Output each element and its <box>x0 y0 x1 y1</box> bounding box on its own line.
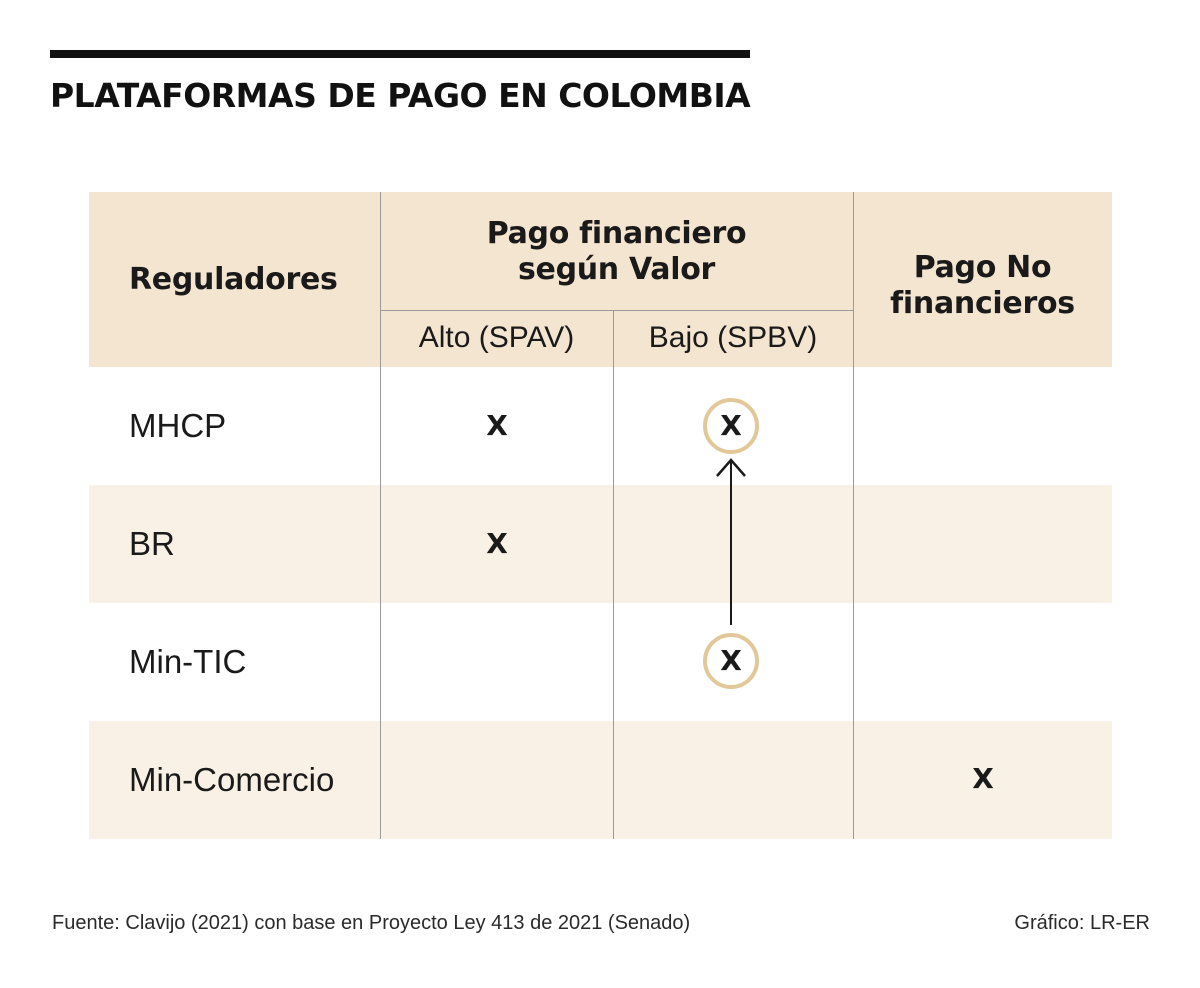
row-label-br: BR <box>129 525 175 562</box>
table-row-background-alt <box>89 721 1112 839</box>
footer-source: Fuente: Clavijo (2021) con base en Proye… <box>52 912 691 934</box>
column-divider <box>613 310 614 839</box>
column-divider <box>380 192 381 839</box>
table-row-background <box>89 367 1112 485</box>
header-regulators: Reguladores <box>129 262 338 297</box>
mark-mhcp-bajo-circled: X <box>703 398 759 454</box>
subheader-bajo: Bajo (SPBV) <box>648 321 818 354</box>
page-title: PLATAFORMAS DE PAGO EN COLOMBIA <box>50 76 751 115</box>
table-header-background <box>89 192 1112 367</box>
mark-min-tic-bajo-circled: X <box>703 633 759 689</box>
header-pago-financiero-line1: Pago financiero <box>486 216 747 251</box>
column-divider <box>853 192 854 839</box>
table-row-background-alt <box>89 485 1112 603</box>
mark-br-alto: X <box>486 527 508 560</box>
top-rule <box>50 50 750 58</box>
footer-credit: Gráfico: LR-ER <box>1014 912 1150 934</box>
header-pago-financiero-line2: según Valor <box>517 252 716 287</box>
row-label-min-tic: Min-TIC <box>129 643 247 680</box>
row-label-min-comercio: Min-Comercio <box>129 761 335 798</box>
header-no-financieros-line2: financieros <box>890 286 1075 321</box>
subheader-divider <box>380 310 853 311</box>
mark-min-comercio-no-financieros: X <box>972 762 994 795</box>
row-label-mhcp: MHCP <box>129 407 227 444</box>
regulators-table: Reguladores Pago financiero según Valor … <box>89 192 1112 839</box>
header-no-financieros-line1: Pago No <box>913 250 1052 285</box>
subheader-alto: Alto (SPAV) <box>418 321 575 354</box>
mark-mhcp-alto: X <box>486 409 508 442</box>
